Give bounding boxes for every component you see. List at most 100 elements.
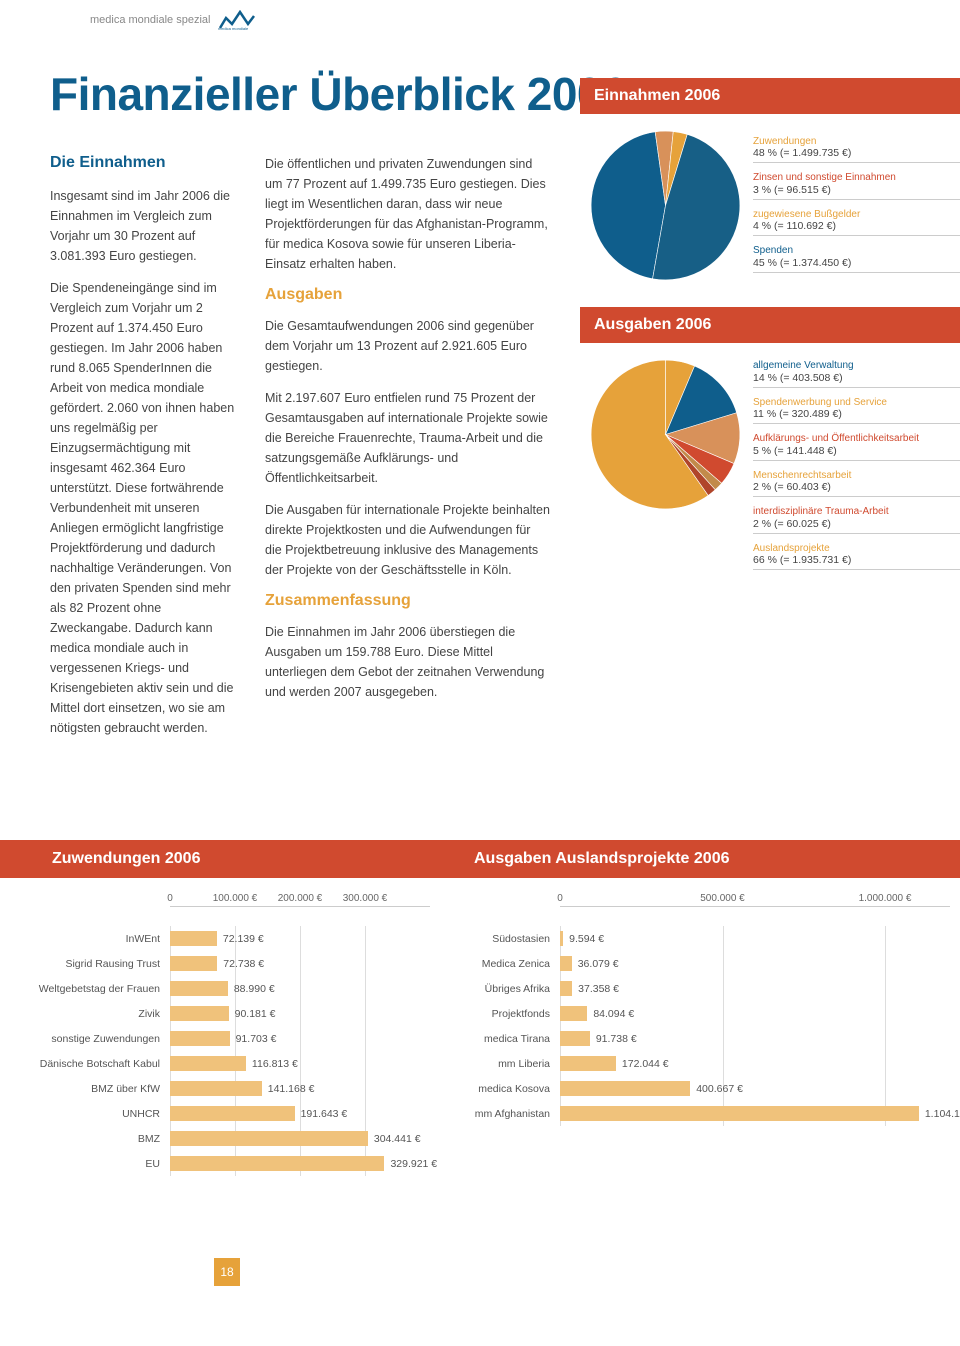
bar-charts-row: Zuwendungen 2006 0100.000 €200.000 €300.… bbox=[0, 840, 960, 1176]
bar: 141.168 € bbox=[170, 1081, 262, 1096]
legend-label: zugewiesene Bußgelder bbox=[753, 209, 960, 221]
axis-tick: 300.000 € bbox=[343, 893, 388, 904]
bar-value: 36.079 € bbox=[572, 958, 619, 970]
bar-label: medica Kosova bbox=[410, 1083, 560, 1095]
bar-row: BMZ über KfW141.168 € bbox=[170, 1076, 430, 1101]
pie2-chart bbox=[588, 357, 743, 512]
bar-chart-auslandsprojekte: Ausgaben Auslandsprojekte 2006 0500.000 … bbox=[460, 840, 960, 1176]
bar: 191.643 € bbox=[170, 1106, 295, 1121]
axis-tick: 100.000 € bbox=[213, 893, 258, 904]
bar-label: Projektfonds bbox=[410, 1008, 560, 1020]
bar-label: Medica Zenica bbox=[410, 958, 560, 970]
legend-value: 5 % (= 141.448 €) bbox=[753, 445, 960, 457]
legend-value: 11 % (= 320.489 €) bbox=[753, 408, 960, 420]
legend-value: 14 % (= 403.508 €) bbox=[753, 372, 960, 384]
axis-tick: 0 bbox=[557, 893, 563, 904]
bar-label: Weltgebetstag der Frauen bbox=[20, 983, 170, 995]
intro-para-2: Die Spendeneingänge sind im Vergleich zu… bbox=[50, 278, 245, 738]
bar-label: Südostasien bbox=[410, 933, 560, 945]
col2-para-5: Die Einnahmen im Jahr 2006 überstiegen d… bbox=[265, 622, 550, 702]
bar-value: 116.813 € bbox=[246, 1058, 298, 1070]
legend-label: Spendenwerbung und Service bbox=[753, 397, 960, 409]
bar-label: InWEnt bbox=[20, 933, 170, 945]
bar-row: EU329.921 € bbox=[170, 1151, 430, 1176]
axis-tick: 0 bbox=[167, 893, 173, 904]
bar: 72.139 € bbox=[170, 931, 217, 946]
pie1-legend: Zuwendungen48 % (= 1.499.735 €) Zinsen un… bbox=[753, 128, 960, 283]
bar: 116.813 € bbox=[170, 1056, 246, 1071]
pie2-legend: allgemeine Verwaltung14 % (= 403.508 €) S… bbox=[753, 357, 960, 576]
legend-item: Zuwendungen48 % (= 1.499.735 €) bbox=[753, 133, 960, 164]
legend-value: 48 % (= 1.499.735 €) bbox=[753, 147, 960, 159]
pie2-block: allgemeine Verwaltung14 % (= 403.508 €) S… bbox=[580, 357, 960, 576]
legend-label: Zinsen und sonstige Einnahmen bbox=[753, 172, 960, 184]
bar-label: BMZ bbox=[20, 1133, 170, 1145]
legend-value: 45 % (= 1.374.450 €) bbox=[753, 257, 960, 269]
pie1-title: Einnahmen 2006 bbox=[580, 78, 960, 114]
legend-item: Spenden45 % (= 1.374.450 €) bbox=[753, 242, 960, 273]
bar1-title: Zuwendungen 2006 bbox=[0, 840, 460, 878]
bar-label: Zivik bbox=[20, 1008, 170, 1020]
legend-value: 2 % (= 60.403 €) bbox=[753, 481, 960, 493]
legend-label: Spenden bbox=[753, 245, 960, 257]
bar-value: 84.094 € bbox=[587, 1008, 634, 1020]
legend-item: allgemeine Verwaltung14 % (= 403.508 €) bbox=[753, 357, 960, 388]
bar-value: 400.667 € bbox=[690, 1083, 743, 1095]
bar: 9.594 € bbox=[560, 931, 563, 946]
bar-value: 72.139 € bbox=[217, 933, 264, 945]
bar-row: BMZ304.441 € bbox=[170, 1126, 430, 1151]
legend-value: 66 % (= 1.935.731 €) bbox=[753, 554, 960, 566]
bar: 400.667 € bbox=[560, 1081, 690, 1096]
legend-label: allgemeine Verwaltung bbox=[753, 360, 960, 372]
bar-row: Medica Zenica36.079 € bbox=[560, 951, 950, 976]
bar-label: BMZ über KfW bbox=[20, 1083, 170, 1095]
legend-value: 4 % (= 110.692 €) bbox=[753, 220, 960, 232]
heading-einnahmen: Die Einnahmen bbox=[50, 154, 245, 172]
bar: 91.738 € bbox=[560, 1031, 590, 1046]
column-1: Die Einnahmen Insgesamt sind im Jahr 200… bbox=[50, 154, 245, 750]
bar-row: Übriges Afrika37.358 € bbox=[560, 976, 950, 1001]
legend-label: Menschenrechtsarbeit bbox=[753, 470, 960, 482]
bar-value: 72.738 € bbox=[217, 958, 264, 970]
bar-label: mm Liberia bbox=[410, 1058, 560, 1070]
bar-row: mm Afghanistan1.104.156 € bbox=[560, 1101, 950, 1126]
bar-row: sonstige Zuwendungen91.703 € bbox=[170, 1026, 430, 1051]
bar-value: 91.738 € bbox=[590, 1033, 637, 1045]
legend-value: 3 % (= 96.515 €) bbox=[753, 184, 960, 196]
pie1-block: Zuwendungen48 % (= 1.499.735 €) Zinsen un… bbox=[580, 128, 960, 283]
header-tagline: medica mondiale spezial bbox=[90, 14, 210, 26]
bar-row: Weltgebetstag der Frauen88.990 € bbox=[170, 976, 430, 1001]
bar-value: 9.594 € bbox=[563, 933, 604, 945]
legend-item: Menschenrechtsarbeit2 % (= 60.403 €) bbox=[753, 467, 960, 498]
bar-value: 172.044 € bbox=[616, 1058, 669, 1070]
pie1-chart bbox=[588, 128, 743, 283]
legend-label: interdisziplinäre Trauma-Arbeit bbox=[753, 506, 960, 518]
bar-label: Übriges Afrika bbox=[410, 983, 560, 995]
bar-row: InWEnt72.139 € bbox=[170, 926, 430, 951]
page-number: 18 bbox=[214, 1258, 240, 1286]
bar-value: 91.703 € bbox=[230, 1033, 277, 1045]
column-2: Die öffentlichen und privaten Zuwendunge… bbox=[265, 154, 550, 750]
col2-para-3: Mit 2.197.607 Euro entfielen rund 75 Pro… bbox=[265, 388, 550, 488]
bar2-title: Ausgaben Auslandsprojekte 2006 bbox=[460, 840, 960, 878]
bar-row: Projektfonds84.094 € bbox=[560, 1001, 950, 1026]
bar: 72.738 € bbox=[170, 956, 217, 971]
bar-row: medica Tirana91.738 € bbox=[560, 1026, 950, 1051]
bar-value: 88.990 € bbox=[228, 983, 275, 995]
legend-item: Zinsen und sonstige Einnahmen3 % (= 96.5… bbox=[753, 169, 960, 200]
bar-row: Sigrid Rausing Trust72.738 € bbox=[170, 951, 430, 976]
legend-label: Zuwendungen bbox=[753, 136, 960, 148]
bar-row: medica Kosova400.667 € bbox=[560, 1076, 950, 1101]
bar: 1.104.156 € bbox=[560, 1106, 919, 1121]
bar-value: 1.104.156 € bbox=[919, 1108, 960, 1120]
bar-value: 329.921 € bbox=[384, 1158, 437, 1170]
chart-axis: 0100.000 €200.000 €300.000 € bbox=[170, 906, 430, 920]
bar: 37.358 € bbox=[560, 981, 572, 996]
bar-value: 141.168 € bbox=[262, 1083, 315, 1095]
bar: 90.181 € bbox=[170, 1006, 229, 1021]
bar-value: 304.441 € bbox=[368, 1133, 421, 1145]
right-column: Einnahmen 2006 Zuwendungen48 % (= 1.499.… bbox=[580, 78, 960, 600]
bar-row: Zivik90.181 € bbox=[170, 1001, 430, 1026]
legend-item: Spendenwerbung und Service11 % (= 320.48… bbox=[753, 394, 960, 425]
axis-tick: 200.000 € bbox=[278, 893, 323, 904]
